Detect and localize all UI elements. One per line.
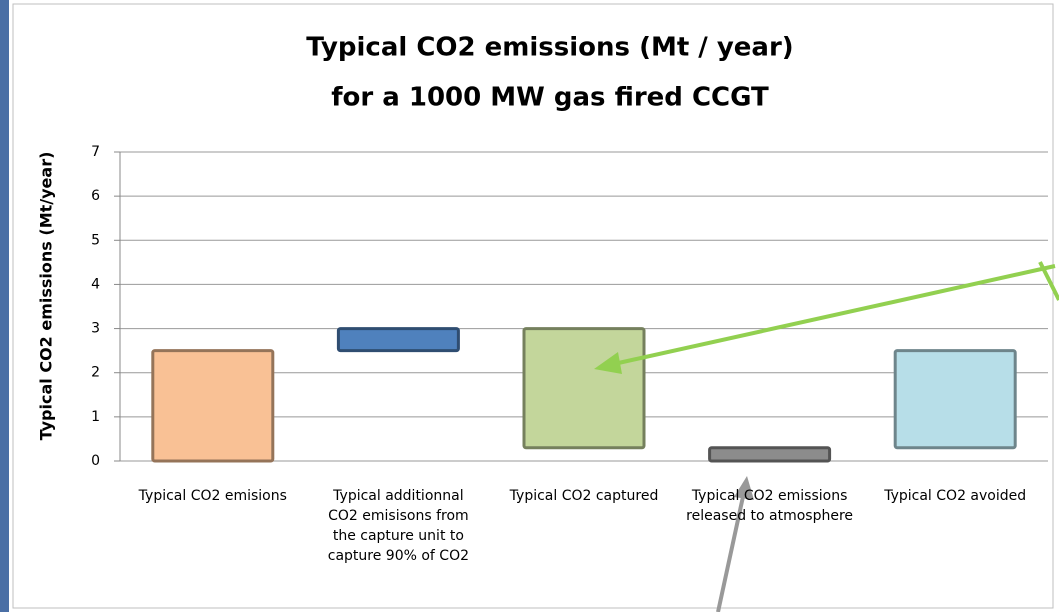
y-tick-label: 1	[91, 409, 100, 425]
y-tick-label: 2	[91, 365, 100, 381]
green-arrow	[604, 264, 1056, 368]
x-tick-label: Typical CO2 emisions	[138, 488, 287, 504]
annotation-arrows	[594, 261, 1059, 612]
bar	[708, 446, 832, 463]
chart-subtitle: for a 1000 MW gas fired CCGT	[331, 83, 769, 113]
y-tick-label: 4	[91, 276, 100, 292]
green-arrowhead	[594, 352, 622, 374]
y-tick-label: 7	[91, 144, 100, 160]
y-axis-label: Typical CO2 emissions (Mt/year)	[37, 152, 56, 441]
plot: 0 1 2 3 4 5 6 7	[91, 144, 1048, 469]
x-tick-label: Typical CO2 avoided	[884, 488, 1027, 504]
x-tick-label: Typical CO2 emissions released to atmosp…	[686, 488, 854, 524]
y-tick-label: 6	[91, 188, 100, 204]
bar	[893, 349, 1017, 450]
left-edge	[0, 0, 9, 612]
x-tick-label: Typical additionnal CO2 emisisons from t…	[327, 488, 470, 564]
gray-arrowhead	[734, 476, 754, 500]
y-tick-label: 3	[91, 321, 100, 337]
green-arrow-tail	[1038, 261, 1059, 301]
bar	[522, 327, 646, 450]
chart-title: Typical CO2 emissions (Mt / year)	[306, 33, 793, 63]
y-tick-label: 5	[91, 232, 100, 248]
bar	[336, 327, 460, 353]
gray-arrow	[716, 491, 746, 612]
x-tick-label: Typical CO2 captured	[509, 488, 659, 504]
bar	[151, 349, 275, 463]
y-tick-label: 0	[91, 453, 100, 469]
